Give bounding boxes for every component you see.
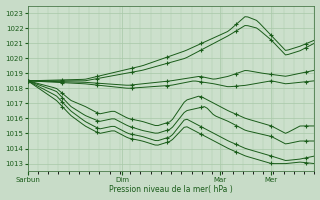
X-axis label: Pression niveau de la mer( hPa ): Pression niveau de la mer( hPa ) [109,185,233,194]
